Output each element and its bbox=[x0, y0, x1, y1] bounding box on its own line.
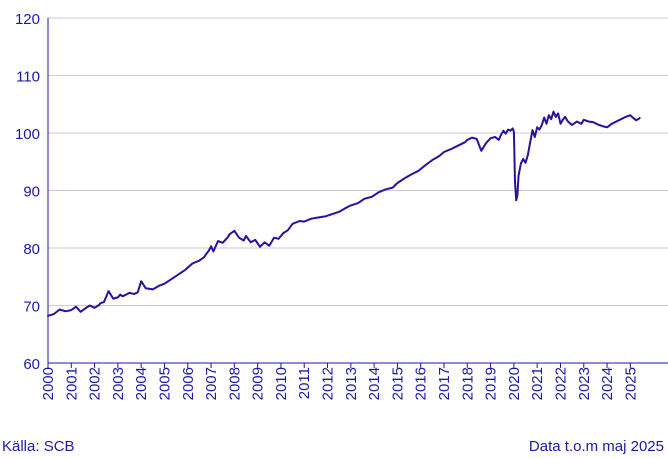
y-tick-label: 110 bbox=[16, 69, 40, 86]
x-tick-label: 2014 bbox=[366, 367, 383, 400]
x-tick-label: 2005 bbox=[156, 367, 173, 400]
x-tick-label: 2015 bbox=[389, 367, 406, 400]
x-tick-label: 2021 bbox=[529, 367, 546, 400]
y-tick-label: 90 bbox=[23, 184, 40, 201]
x-tick-label: 2023 bbox=[576, 367, 593, 400]
x-tick-label: 2010 bbox=[273, 367, 290, 400]
y-axis: 60 70 80 90 100 110 120 bbox=[15, 11, 49, 373]
y-tick-label: 120 bbox=[15, 11, 40, 28]
x-tick-label: 2024 bbox=[599, 367, 616, 400]
x-tick-label: 2018 bbox=[459, 367, 476, 400]
x-tick-label: 2002 bbox=[87, 367, 104, 400]
gridlines bbox=[48, 17, 668, 364]
series-line bbox=[47, 110, 641, 317]
x-tick-label: 2017 bbox=[436, 367, 453, 400]
x-tick-label: 2012 bbox=[320, 367, 337, 400]
source-label: Källa: SCB bbox=[2, 438, 75, 455]
data-note-label: Data t.o.m maj 2025 bbox=[528, 438, 664, 455]
series-lines bbox=[47, 110, 641, 317]
x-tick-label: 2006 bbox=[180, 367, 197, 400]
x-tick-label: 2013 bbox=[343, 367, 360, 400]
y-tick-label: 60 bbox=[23, 356, 40, 373]
x-tick-label: 2022 bbox=[552, 367, 569, 400]
x-tick-label: 2008 bbox=[226, 367, 243, 400]
x-tick-label: 2011 bbox=[296, 367, 313, 399]
x-tick-label: 2016 bbox=[413, 367, 430, 400]
y-tick-label: 70 bbox=[23, 299, 40, 316]
x-tick-label: 2000 bbox=[40, 367, 57, 400]
x-tick-label: 2001 bbox=[63, 367, 80, 400]
x-tick-label: 2025 bbox=[622, 367, 639, 400]
x-tick-label: 2019 bbox=[483, 367, 500, 400]
x-tick-label: 2004 bbox=[133, 367, 150, 400]
x-tick-label: 2009 bbox=[250, 367, 267, 400]
x-tick-label: 2007 bbox=[203, 367, 220, 400]
x-tick-label: 2020 bbox=[506, 367, 523, 400]
y-tick-label: 80 bbox=[23, 241, 40, 258]
x-axis: 2000 2001 2002 2003 2004 2005 2006 2007 2008 2009… bbox=[40, 362, 668, 400]
x-tick-label: 2003 bbox=[110, 367, 127, 400]
y-tick-label: 100 bbox=[15, 126, 40, 143]
